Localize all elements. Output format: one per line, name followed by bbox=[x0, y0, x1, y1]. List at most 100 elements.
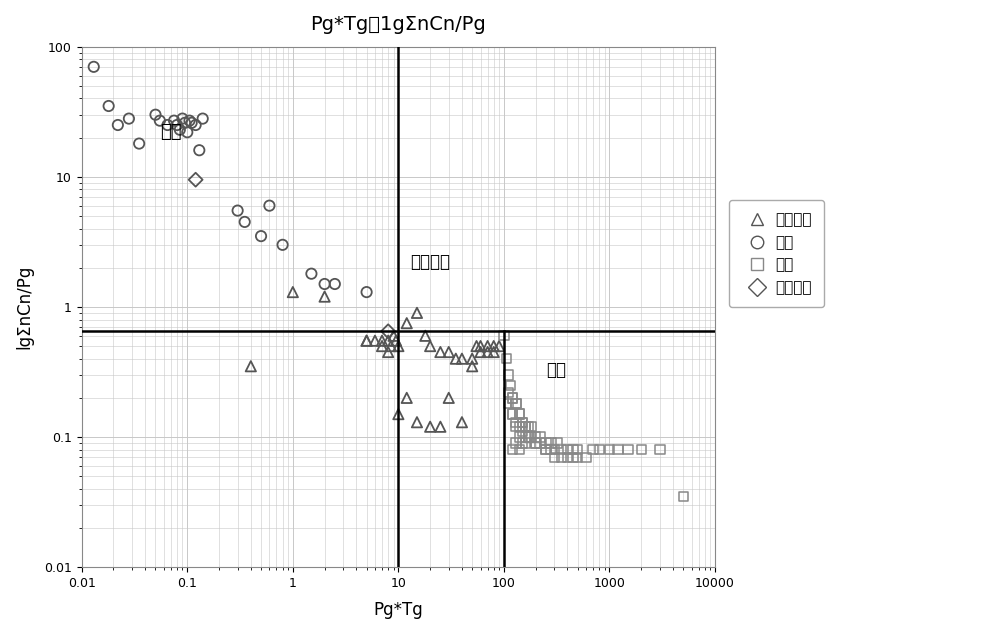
Point bbox=[543, 444, 559, 455]
Point bbox=[469, 341, 485, 351]
Point bbox=[520, 432, 536, 442]
Point bbox=[166, 115, 182, 126]
Point bbox=[500, 399, 516, 409]
Point bbox=[177, 118, 193, 128]
Point bbox=[546, 444, 562, 455]
Point bbox=[532, 432, 548, 442]
Point bbox=[520, 422, 536, 432]
Point bbox=[511, 422, 527, 432]
Point bbox=[432, 347, 448, 357]
Point bbox=[528, 438, 544, 448]
Point bbox=[367, 335, 383, 346]
Point bbox=[528, 438, 544, 448]
Point bbox=[515, 438, 531, 448]
Point bbox=[243, 361, 259, 372]
Point bbox=[422, 341, 438, 351]
Point bbox=[502, 380, 518, 391]
Point bbox=[515, 427, 531, 437]
Point bbox=[620, 444, 636, 455]
Point bbox=[511, 432, 527, 442]
Title: Pg*Tg与1gΣnCn/Pg: Pg*Tg与1gΣnCn/Pg bbox=[311, 15, 486, 34]
Point bbox=[390, 341, 406, 351]
Point bbox=[383, 341, 399, 351]
Point bbox=[504, 409, 520, 419]
Text: 油层: 油层 bbox=[546, 361, 566, 378]
Point bbox=[517, 422, 533, 432]
Point bbox=[380, 335, 396, 346]
Point bbox=[543, 438, 559, 448]
Point bbox=[121, 113, 137, 124]
Point bbox=[675, 491, 691, 501]
Point bbox=[538, 444, 554, 455]
Point bbox=[380, 347, 396, 357]
Point bbox=[454, 417, 470, 427]
Point bbox=[86, 61, 102, 72]
Point bbox=[317, 292, 333, 302]
Point bbox=[486, 347, 502, 357]
Point bbox=[591, 444, 607, 455]
Point bbox=[538, 438, 554, 448]
Point bbox=[508, 417, 524, 427]
Point bbox=[480, 341, 496, 351]
Point bbox=[303, 269, 319, 279]
Point bbox=[275, 240, 291, 250]
Point bbox=[237, 217, 253, 227]
Point bbox=[517, 422, 533, 432]
Point bbox=[511, 444, 527, 455]
Point bbox=[523, 432, 539, 442]
Point bbox=[508, 399, 524, 409]
Point bbox=[480, 347, 496, 357]
Point bbox=[409, 417, 425, 427]
Point bbox=[152, 115, 168, 126]
Point bbox=[511, 409, 527, 419]
Point bbox=[230, 205, 246, 216]
Point bbox=[359, 335, 375, 346]
Point bbox=[253, 231, 269, 241]
Point bbox=[508, 399, 524, 409]
Point bbox=[504, 409, 520, 419]
Point bbox=[147, 110, 163, 120]
Point bbox=[610, 444, 626, 455]
Point bbox=[179, 127, 195, 138]
Point bbox=[110, 120, 126, 130]
Point bbox=[515, 417, 531, 427]
Point bbox=[464, 361, 480, 372]
Point bbox=[454, 354, 470, 364]
Legend: 含油水层, 水层, 油层, 油水同层: 含油水层, 水层, 油层, 油水同层 bbox=[729, 200, 824, 307]
Point bbox=[285, 287, 301, 297]
Point bbox=[432, 422, 448, 432]
Point bbox=[585, 444, 601, 455]
Point bbox=[359, 335, 375, 346]
Point bbox=[504, 444, 520, 455]
Point bbox=[496, 331, 512, 341]
Point bbox=[374, 335, 390, 346]
Point bbox=[473, 347, 489, 357]
Point bbox=[508, 422, 524, 432]
Point bbox=[188, 174, 204, 184]
Point bbox=[473, 341, 489, 351]
Point bbox=[448, 354, 464, 364]
Point bbox=[386, 331, 402, 341]
Point bbox=[160, 120, 176, 130]
Point bbox=[504, 393, 520, 403]
Point bbox=[578, 452, 594, 462]
Point bbox=[174, 113, 190, 124]
Point bbox=[261, 200, 277, 210]
Point bbox=[652, 444, 668, 455]
Point bbox=[508, 438, 524, 448]
Point bbox=[374, 341, 390, 351]
Point bbox=[565, 452, 581, 462]
Text: 含油水层: 含油水层 bbox=[410, 254, 450, 271]
Point bbox=[486, 341, 502, 351]
Point bbox=[532, 438, 548, 448]
Point bbox=[559, 444, 575, 455]
Point bbox=[169, 120, 185, 130]
Point bbox=[553, 452, 569, 462]
Point bbox=[441, 393, 457, 403]
Point bbox=[172, 125, 188, 135]
Point bbox=[417, 331, 433, 341]
Point bbox=[500, 370, 516, 380]
Point bbox=[388, 335, 404, 346]
Point bbox=[517, 432, 533, 442]
Point bbox=[500, 387, 516, 398]
